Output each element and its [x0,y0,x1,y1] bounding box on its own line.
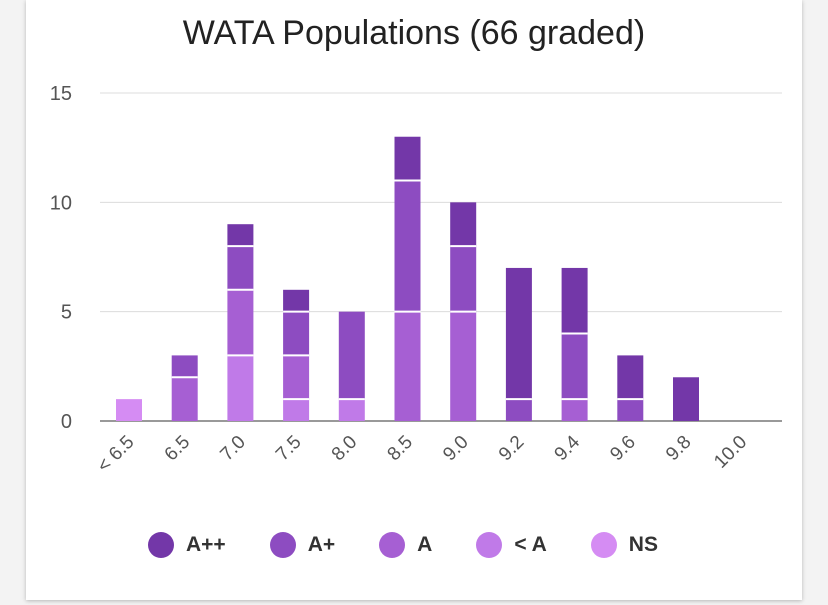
legend-swatch [148,532,174,558]
x-tick-label: 8.5 [384,432,418,466]
x-tick-label: 7.0 [216,432,250,466]
legend-item: < A [476,532,547,558]
x-tick-label: 8.0 [328,432,362,466]
bar-segment [227,289,254,356]
legend-item: A++ [148,532,226,558]
legend-swatch [476,532,503,558]
bar-segment [673,377,699,421]
bar-segment [450,311,477,421]
x-tick-label: 10.0 [710,432,751,473]
bar-segment [116,399,142,421]
bar-segment [505,399,532,421]
bar-segment [617,399,644,421]
y-tick-label: 0 [61,411,72,433]
bar-segment [394,180,421,312]
legend-item: A [379,532,432,558]
bar-segment [561,267,588,334]
x-tick-label: 7.5 [272,432,306,466]
x-tick-label: 9.6 [606,432,640,466]
bar-segment [338,399,365,421]
legend-label: < A [514,533,547,556]
bar-segment [505,267,532,400]
bar-segment [283,399,310,421]
chart-title: WATA Populations (66 graded) [182,14,646,52]
x-tick-label: 9.2 [495,432,529,466]
bar-segment [561,399,588,421]
legend-label: A++ [186,533,226,556]
bar-segment [171,377,198,421]
bar-segment [283,289,310,312]
y-tick-label: 15 [50,83,72,105]
legend-label: A+ [307,533,336,556]
x-tick-label: 6.5 [161,432,195,466]
bar-segment [617,355,644,400]
bar-segment [283,355,310,400]
bar-segment [227,355,254,421]
chart-legend: A++ A+ A < A NS [148,528,702,562]
legend-swatch [590,532,617,558]
y-tick-label: 10 [50,192,72,214]
legend-label: NS [628,533,658,556]
legend-label: A [417,533,433,556]
x-tick-label: < 6.5 [93,432,138,477]
legend-item: NS [590,532,658,558]
legend-swatch [269,532,296,558]
bar-segment [338,311,365,400]
y-tick-label: 5 [61,302,72,324]
bar-segment [394,136,421,181]
bar-segment [450,202,477,247]
x-tick-label: 9.4 [551,431,585,465]
bar-segment [227,246,254,290]
bar-segment [227,224,254,247]
legend-swatch [379,532,406,558]
bar-segment [561,333,588,400]
x-tick-label: 9.0 [439,432,473,466]
bar-segment [450,246,477,312]
bar-segment [171,355,198,378]
bar-segment [394,311,421,421]
legend-item: A+ [269,532,336,558]
bar-segment [283,311,310,356]
x-tick-label: 9.8 [662,432,696,466]
